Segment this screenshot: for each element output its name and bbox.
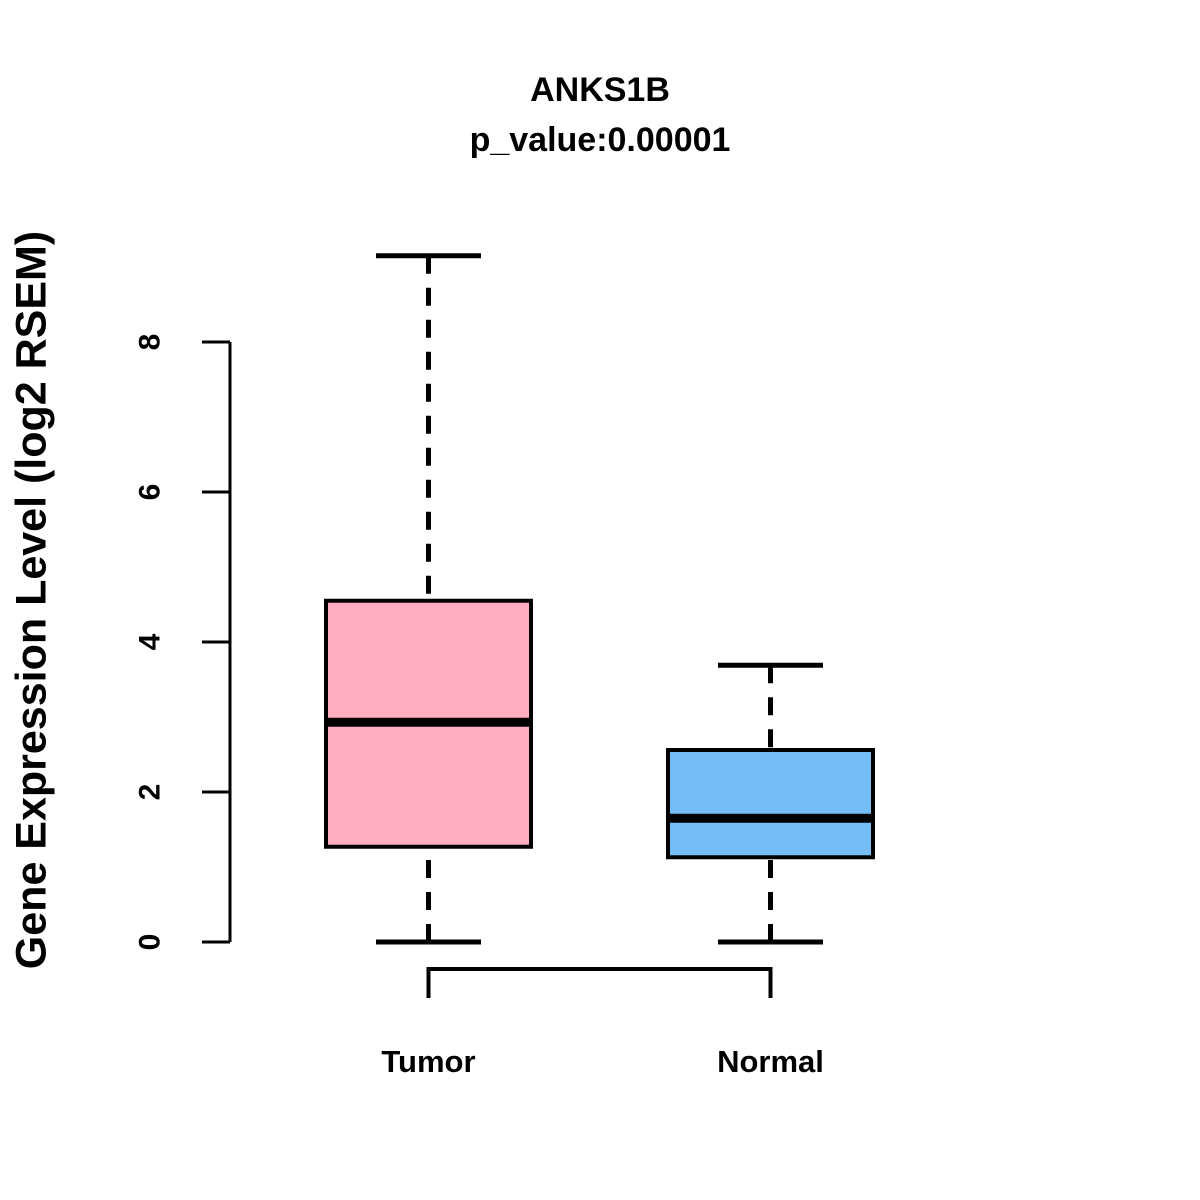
y-tick-label: 6 (134, 484, 167, 501)
y-tick-label: 0 (134, 934, 167, 951)
y-tick-label: 2 (134, 784, 167, 801)
y-tick-label: 4 (134, 633, 167, 650)
comparison-bracket (426, 967, 773, 998)
category-label-tumor: Tumor (381, 1044, 475, 1079)
category-label-normal: Normal (717, 1044, 824, 1079)
chart-title: ANKS1B (530, 71, 670, 109)
y-axis-label: Gene Expression Level (log2 RSEM) (7, 230, 56, 970)
box-normal (666, 748, 875, 860)
y-tick-label: 8 (134, 334, 167, 351)
chart-subtitle: p_value:0.00001 (469, 121, 731, 159)
